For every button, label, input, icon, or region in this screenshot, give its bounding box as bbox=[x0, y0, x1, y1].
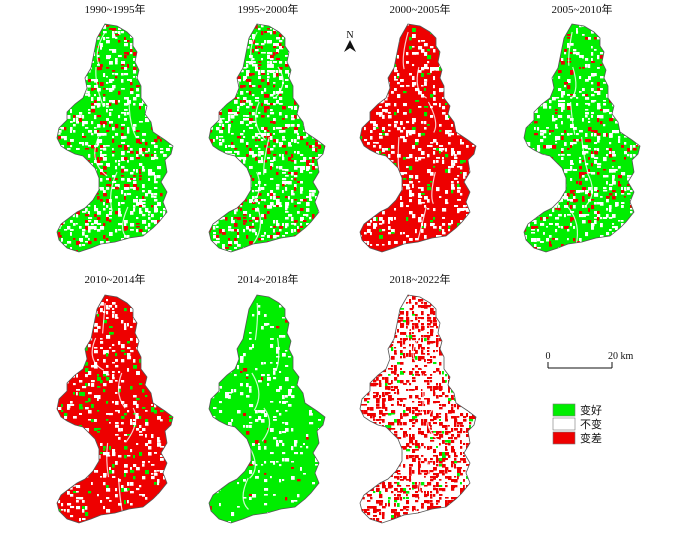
panel-title-7: 2018~2022年 bbox=[390, 272, 451, 286]
scale-start-label: 0 bbox=[546, 351, 551, 362]
legend-label-improve: 变好 bbox=[580, 403, 602, 417]
legend-swatch-nochange bbox=[552, 417, 576, 431]
legend-label-degrade: 变差 bbox=[580, 431, 602, 445]
region-outline bbox=[56, 23, 174, 253]
map-panel-4 bbox=[523, 23, 641, 253]
map-panel-3 bbox=[359, 23, 477, 253]
region-outline bbox=[208, 23, 326, 253]
panel-title-6: 2014~2018年 bbox=[238, 272, 299, 286]
region-outline bbox=[523, 23, 641, 253]
legend: 变好 不变 变差 bbox=[552, 403, 602, 445]
map-panel-5 bbox=[56, 294, 174, 524]
panel-title-2: 1995~2000年 bbox=[238, 2, 299, 16]
region-outline bbox=[359, 294, 477, 524]
map-panel-2 bbox=[208, 23, 326, 253]
map-panel-6 bbox=[208, 294, 326, 524]
legend-swatch-degrade bbox=[552, 431, 576, 445]
region-outline bbox=[359, 23, 477, 253]
panel-title-4: 2005~2010年 bbox=[552, 2, 613, 16]
region-outline bbox=[56, 294, 174, 524]
region-outline bbox=[208, 294, 326, 524]
scale-end-label: 20 km bbox=[608, 351, 634, 362]
panel-title-5: 2010~2014年 bbox=[85, 272, 146, 286]
north-arrow: N bbox=[344, 30, 356, 52]
map-panel-7 bbox=[359, 294, 477, 524]
scale-bar: 0 20 km bbox=[546, 351, 634, 369]
legend-label-nochange: 不变 bbox=[580, 417, 602, 431]
north-arrow-label: N bbox=[346, 30, 353, 41]
map-panel-1 bbox=[56, 23, 174, 253]
panel-title-3: 2000~2005年 bbox=[390, 2, 451, 16]
panel-title-1: 1990~1995年 bbox=[85, 2, 146, 16]
legend-swatch-improve bbox=[552, 403, 576, 417]
north-arrow-icon bbox=[344, 40, 356, 52]
